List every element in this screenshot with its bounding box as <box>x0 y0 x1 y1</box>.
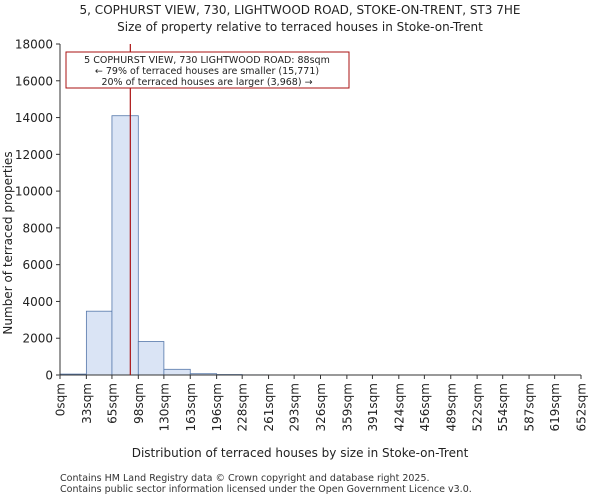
y-axis-ticks: 0 2000 4000 6000 8000 10000 12000 14000 16000 180… <box>15 38 60 383</box>
histogram-bar <box>85 310 113 376</box>
x-tick-label: 228sqm <box>236 383 250 431</box>
x-tick-label: 456sqm <box>418 383 432 431</box>
annotation-line-3: 20% of terraced houses are larger (3,968… <box>101 77 312 88</box>
histogram-bar <box>111 115 139 376</box>
annotation-box: 5 COPHURST VIEW, 730 LIGHTWOOD ROAD: 88s… <box>65 51 350 89</box>
x-axis-ticks: 0sqm 33sqm 65sqm 98sqm 130sqm 163sqm 196sqm 228… <box>54 375 589 431</box>
x-tick-label: 391sqm <box>366 383 380 431</box>
x-tick-label: 98sqm <box>132 383 146 424</box>
histogram-bars <box>59 115 321 376</box>
x-tick-label: 587sqm <box>523 383 537 431</box>
annotation-line-2: ← 79% of terraced houses are smaller (15… <box>95 66 319 77</box>
y-tick-label: 0 <box>45 369 53 383</box>
x-tick-label: 0sqm <box>54 383 68 416</box>
histogram-bar <box>137 341 165 376</box>
x-tick-label: 489sqm <box>444 383 458 431</box>
footer-line-2: Contains public sector information licen… <box>60 484 472 495</box>
x-tick-label: 522sqm <box>471 383 485 431</box>
x-tick-label: 33sqm <box>80 383 94 424</box>
chart-subtitle: Size of property relative to terraced ho… <box>117 20 483 34</box>
y-tick-label: 16000 <box>15 74 53 88</box>
x-tick-label: 196sqm <box>210 383 224 431</box>
x-tick-label: 326sqm <box>314 383 328 431</box>
y-tick-label: 4000 <box>22 295 53 309</box>
y-tick-label: 6000 <box>22 258 53 272</box>
chart-title: 5, COPHURST VIEW, 730, LIGHTWOOD ROAD, S… <box>80 3 521 17</box>
y-tick-label: 12000 <box>15 148 53 162</box>
x-tick-label: 554sqm <box>496 383 510 431</box>
x-tick-label: 130sqm <box>157 383 171 431</box>
x-tick-label: 163sqm <box>184 383 198 431</box>
y-tick-label: 14000 <box>15 111 53 125</box>
y-axis-label: Number of terraced properties <box>1 151 15 334</box>
x-tick-label: 65sqm <box>105 383 119 424</box>
x-tick-label: 293sqm <box>288 383 302 431</box>
x-tick-label: 261sqm <box>262 383 276 431</box>
annotation-line-1: 5 COPHURST VIEW, 730 LIGHTWOOD ROAD: 88s… <box>84 55 330 66</box>
x-tick-label: 359sqm <box>340 383 354 431</box>
y-tick-label: 18000 <box>15 38 53 52</box>
x-axis-label: Distribution of terraced houses by size … <box>132 446 469 460</box>
x-tick-label: 619sqm <box>548 383 562 431</box>
histogram-bar <box>163 368 191 376</box>
y-tick-label: 10000 <box>15 185 53 199</box>
x-tick-label: 424sqm <box>392 383 406 431</box>
y-tick-label: 2000 <box>22 332 53 346</box>
footer: Contains HM Land Registry data © Crown c… <box>60 473 472 495</box>
footer-line-1: Contains HM Land Registry data © Crown c… <box>60 473 430 484</box>
x-tick-label: 652sqm <box>575 383 589 431</box>
y-tick-label: 8000 <box>22 221 53 235</box>
